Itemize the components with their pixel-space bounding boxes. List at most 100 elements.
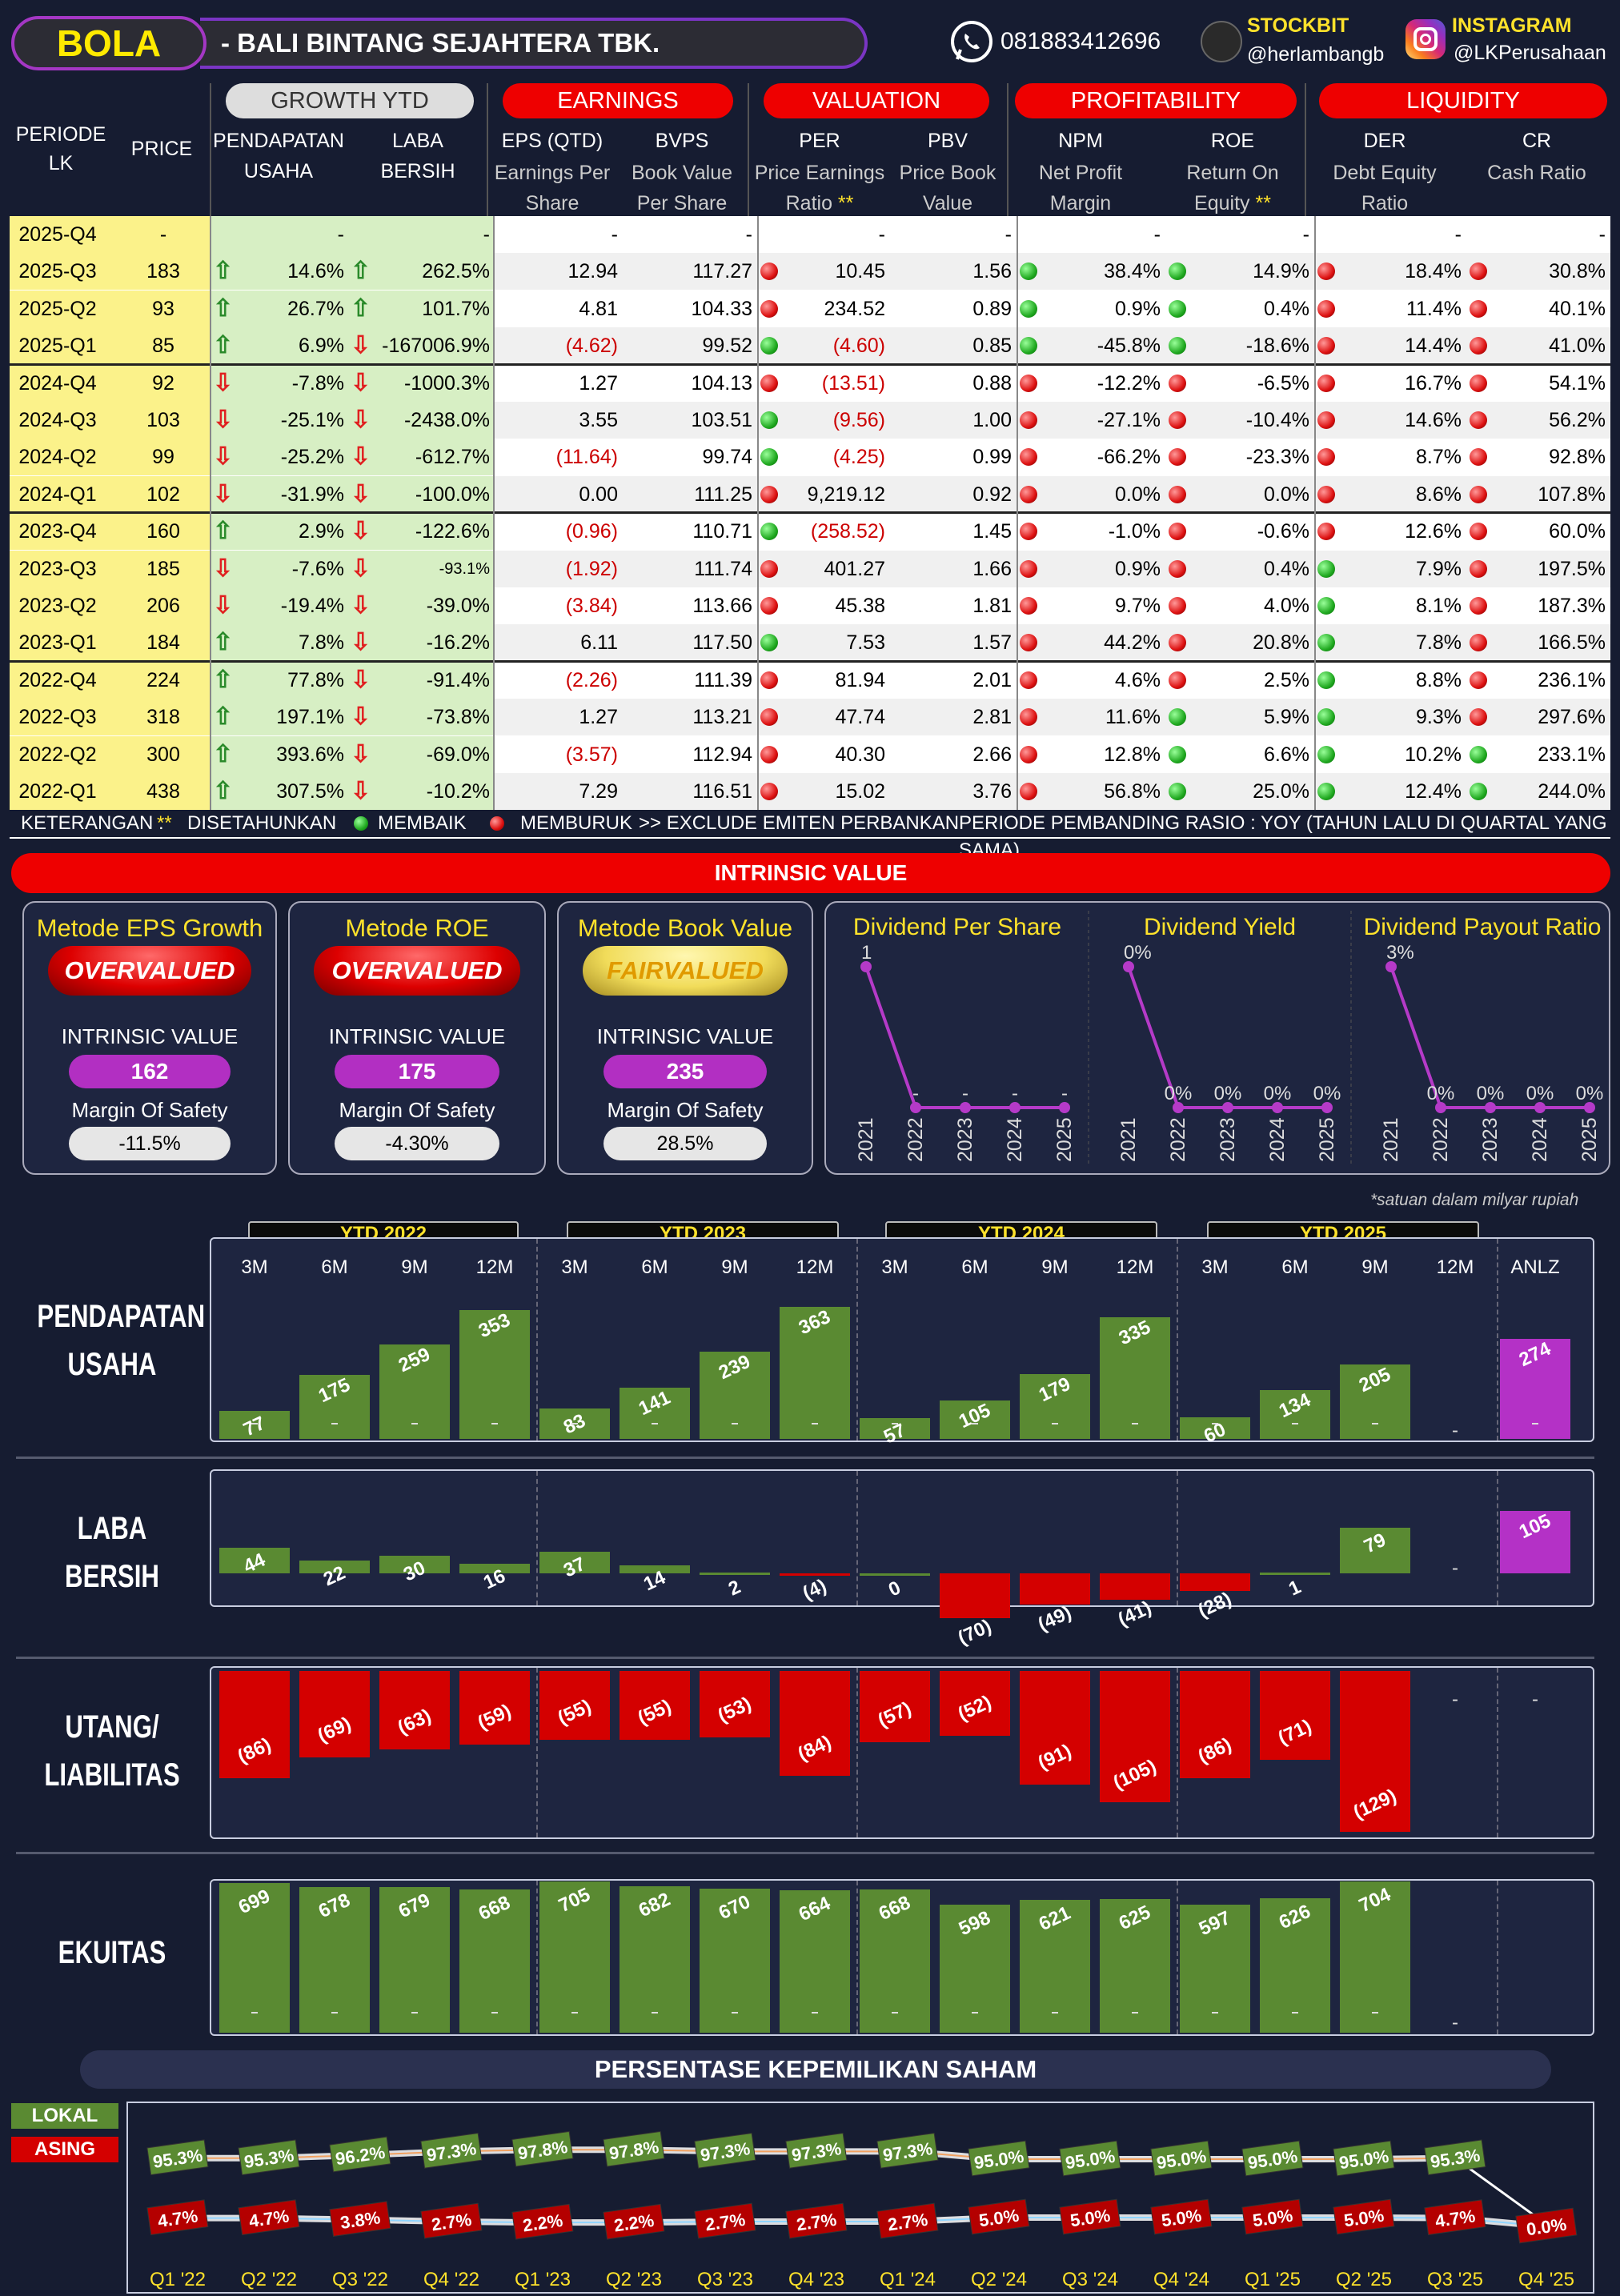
ownership-point: 95.0%	[1150, 2140, 1213, 2177]
year-dashed-divider	[1497, 1471, 1498, 1605]
month-label: 9M	[1361, 1256, 1389, 1278]
dividend-year-label: 2022	[1167, 1117, 1189, 1162]
legend-lokal: LOKAL	[11, 2103, 118, 2129]
profit-growth-cell: -73.8%	[426, 706, 490, 729]
bar-dash	[1532, 1423, 1538, 1424]
cr-cell: 60.0%	[1549, 520, 1606, 543]
quarter-label: Q4 '24	[1153, 2269, 1209, 2290]
month-label: 6M	[1281, 1256, 1309, 1278]
red-status-dot	[760, 708, 778, 727]
cr-cell: 187.3%	[1538, 595, 1606, 617]
cr-cell: 56.2%	[1549, 409, 1606, 431]
npm-cell: 56.8%	[1104, 780, 1161, 803]
bar	[1260, 1898, 1330, 2033]
growth-cell-bg	[210, 402, 493, 439]
bar-dash	[1212, 1423, 1218, 1424]
per-cell: 234.52	[824, 297, 885, 320]
red-status-dot	[760, 262, 778, 281]
cr-cell: 54.1%	[1549, 371, 1606, 395]
method-title: Metode EPS Growth	[36, 914, 263, 942]
month-label: 6M	[641, 1256, 668, 1278]
price-cell: 160	[146, 520, 180, 543]
legend-green-dot	[354, 816, 368, 831]
red-status-dot	[760, 559, 778, 578]
table-row: 2024-Q1 102 ⇩ -31.9% ⇩ -100.0% 0.00 111.25 9,219…	[10, 475, 1610, 513]
bvps-cell: -	[745, 223, 752, 246]
roe-cell: 0.4%	[1264, 297, 1309, 320]
dividend-year-label: 2023	[954, 1117, 976, 1162]
month-label: 3M	[881, 1256, 908, 1278]
periode-cell-bg	[10, 402, 210, 439]
pbv-cell: -	[1004, 223, 1012, 246]
price-cell: -	[159, 223, 167, 246]
roe-cell: -10.4%	[1245, 409, 1309, 431]
table-row: 2023-Q3 185 ⇩ -7.6% ⇩ -93.1% (1.92) 111.74 401.2…	[10, 550, 1610, 587]
red-status-dot	[1020, 745, 1037, 763]
col-header-0: PENDAPATAN	[213, 130, 344, 152]
ownership-label-box	[603, 2130, 665, 2167]
bar	[1340, 1671, 1410, 1833]
bar-dash	[1052, 2012, 1058, 2014]
der-cell: 7.8%	[1416, 631, 1462, 655]
red-status-dot	[1470, 634, 1487, 652]
ownership-point: 95.0%	[1241, 2140, 1304, 2177]
month-label: ANLZ	[1510, 1256, 1560, 1278]
ownership-point: 2.2%	[511, 2203, 574, 2240]
npm-cell: -1.0%	[1108, 520, 1161, 543]
npm-cell: -66.2%	[1097, 446, 1161, 469]
quarter-label: Q2 '23	[606, 2269, 662, 2290]
eps-cell: 6.11	[580, 631, 618, 655]
price-cell: 102	[146, 483, 180, 506]
revenue-growth-cell: 307.5%	[276, 780, 344, 803]
red-status-dot	[1317, 262, 1335, 281]
col-subheader2-7: Equity **	[1157, 189, 1309, 218]
ownership-point: 4.7%	[1424, 2199, 1486, 2236]
red-status-dot	[1470, 523, 1487, 541]
cr-cell: 233.1%	[1538, 743, 1606, 766]
eps-cell: -	[611, 223, 618, 246]
table-row: 2022-Q4 224 ⇧ 77.8% ⇩ -91.4% (2.26) 111.39 81.94…	[10, 659, 1610, 699]
ownership-label-box	[785, 2132, 848, 2169]
ownership-point: 4.7%	[146, 2199, 209, 2236]
table-row: 2025-Q1 85 ⇧ 6.9% ⇩ -167006.9% (4.62) 99.52 (4.6…	[10, 327, 1610, 365]
body-divider-2	[757, 216, 759, 810]
bar	[700, 1671, 770, 1737]
revenue-growth-cell: 6.9%	[299, 335, 344, 358]
dividend-chart-title: Dividend Payout Ratio	[1364, 914, 1602, 940]
npm-cell: 9.7%	[1115, 595, 1161, 617]
per-cell: (9.56)	[832, 409, 885, 431]
bar	[1260, 1390, 1330, 1439]
roe-cell: -23.3%	[1245, 446, 1309, 469]
red-status-dot	[1470, 411, 1487, 429]
bar-dash	[251, 2012, 258, 2014]
growth-cell-bg	[210, 773, 493, 810]
roe-cell: 20.8%	[1253, 631, 1309, 655]
bar-dash	[1292, 1423, 1298, 1424]
der-cell: 12.6%	[1405, 520, 1462, 543]
intrinsic-card-2: Metode ROE OVERVALUED INTRINSIC VALUE 175 Ma…	[288, 901, 546, 1175]
bar	[1500, 1511, 1570, 1573]
revenue-growth-cell: -7.8%	[291, 371, 344, 395]
per-cell: -	[878, 223, 885, 246]
periode-cell-bg	[10, 735, 210, 773]
dividend-point-label: -	[962, 1083, 968, 1104]
bar	[219, 1882, 290, 2033]
arrow-down-icon: ⇩	[351, 778, 371, 804]
cr-cell: 297.6%	[1538, 706, 1606, 729]
green-status-dot	[1169, 299, 1186, 318]
red-status-dot	[1317, 485, 1335, 503]
red-status-dot	[1020, 708, 1037, 727]
eps-cell: 1.27	[579, 706, 618, 729]
table-row: 2023-Q1 184 ⇧ 7.8% ⇩ -16.2% 6.11 117.50 7.53 1.57…	[10, 624, 1610, 662]
periode-cell: 2024-Q3	[18, 409, 97, 431]
price-cell: 224	[146, 668, 180, 691]
profit-growth-cell: -612.7%	[415, 446, 490, 469]
growth-cell-bg	[210, 253, 493, 291]
bvps-cell: 117.27	[692, 260, 752, 283]
col-header-7: ROE	[1210, 130, 1255, 152]
whatsapp-number: 081883412696	[1000, 28, 1161, 54]
bar	[620, 1886, 690, 2033]
pbv-cell: 1.45	[972, 520, 1012, 543]
quarter-label: Q2 '24	[971, 2269, 1027, 2290]
